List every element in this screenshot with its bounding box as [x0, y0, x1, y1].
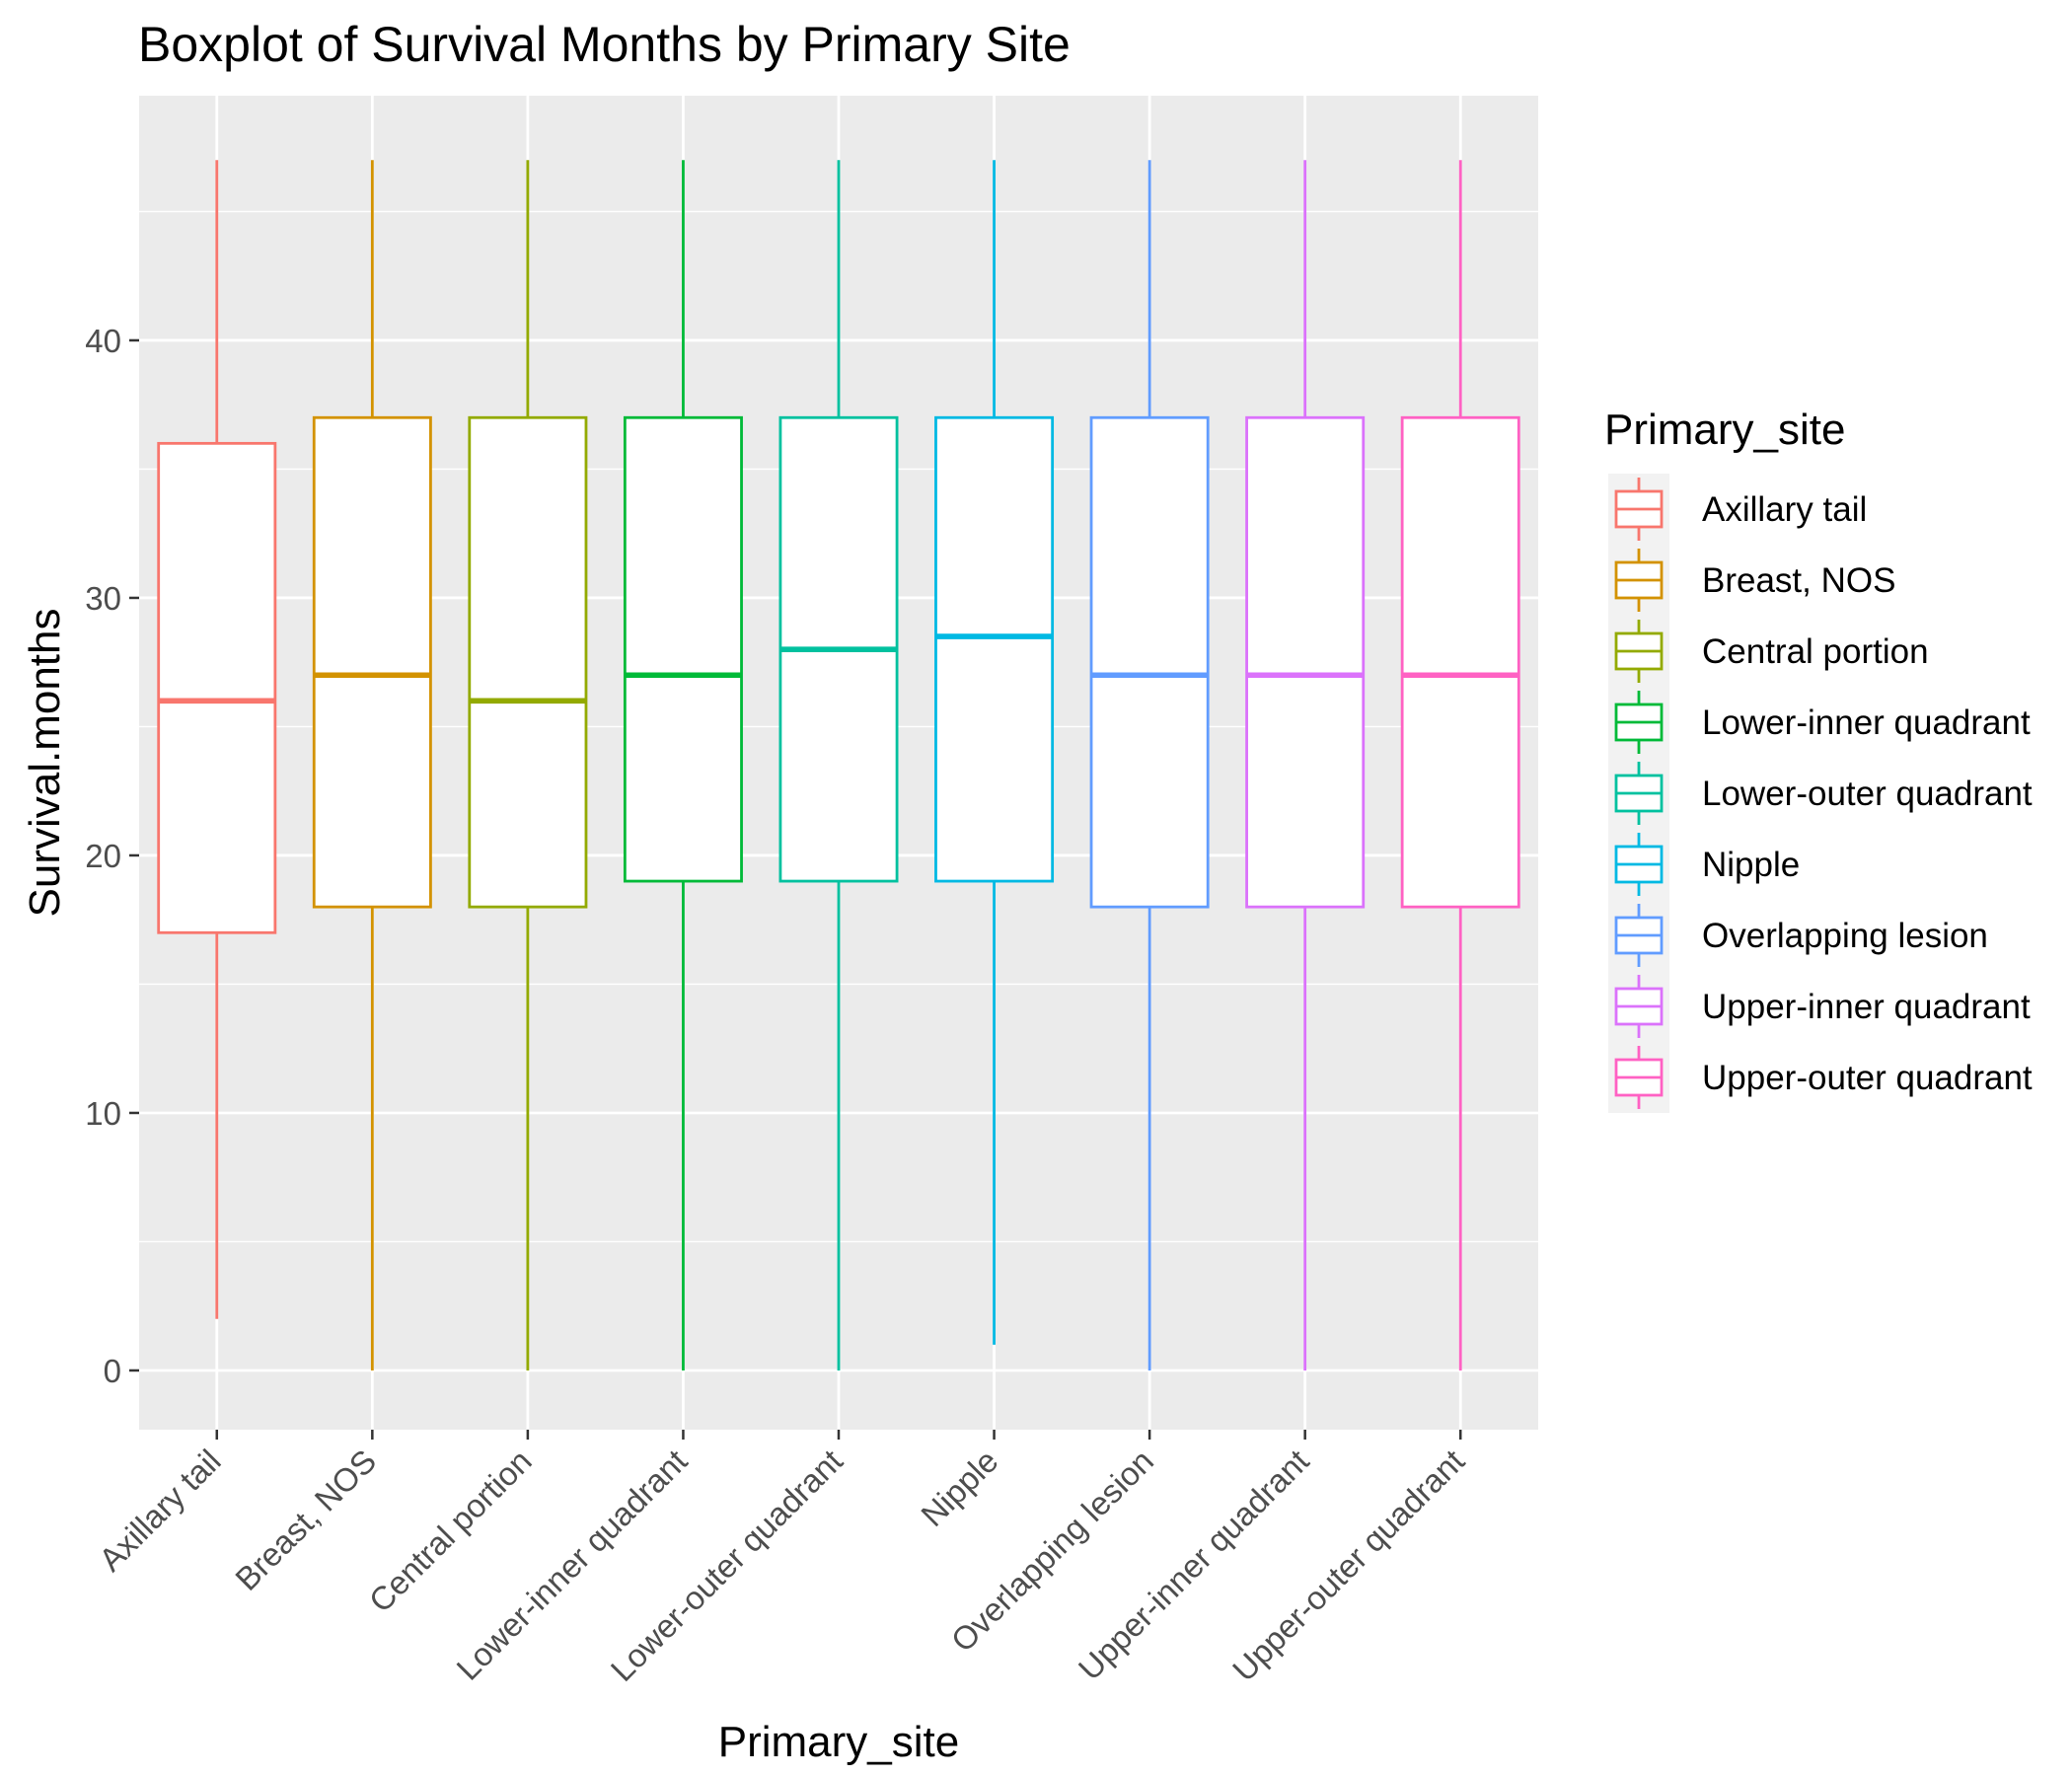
- legend-label: Axillary tail: [1702, 490, 1867, 529]
- legend-title: Primary_site: [1604, 406, 1846, 454]
- legend-item-1: Axillary tail: [1608, 474, 1867, 545]
- legend-label: Breast, NOS: [1702, 561, 1895, 600]
- legend: Primary_site Axillary tail Breast, NOS Cen…: [1604, 406, 2033, 1113]
- iqr-box: [1400, 415, 1520, 909]
- box-4: [623, 160, 743, 1370]
- y-tick-label: 0: [104, 1353, 121, 1389]
- iqr-box: [312, 415, 432, 909]
- legend-item-7: Overlapping lesion: [1608, 900, 1988, 971]
- x-tick-label: Breast, NOS: [228, 1443, 383, 1597]
- box-6: [934, 160, 1055, 1345]
- x-tick-label: Axillary tail: [92, 1443, 228, 1579]
- legend-label: Overlapping lesion: [1702, 917, 1988, 955]
- x-tick-label: Nipple: [914, 1443, 1004, 1533]
- box-8: [1245, 160, 1366, 1370]
- box-2: [312, 160, 432, 1370]
- box-1: [157, 160, 277, 1319]
- legend-item-2: Breast, NOS: [1608, 545, 1895, 616]
- legend-label: Lower-outer quadrant: [1702, 775, 2033, 813]
- box-3: [468, 160, 588, 1370]
- iqr-box: [157, 441, 277, 934]
- legend-item-4: Lower-inner quadrant: [1608, 687, 2031, 758]
- legend-item-8: Upper-inner quadrant: [1608, 971, 2031, 1042]
- legend-item-5: Lower-outer quadrant: [1608, 758, 2033, 829]
- y-tick-label: 20: [85, 838, 121, 874]
- x-tick-label: Central portion: [362, 1443, 539, 1619]
- iqr-box: [468, 415, 588, 909]
- box-7: [1089, 160, 1210, 1370]
- legend-item-3: Central portion: [1608, 616, 1929, 687]
- box-9: [1400, 160, 1520, 1370]
- legend-item-6: Nipple: [1608, 829, 1800, 900]
- legend-label: Lower-inner quadrant: [1702, 703, 2031, 742]
- legend-item-9: Upper-outer quadrant: [1608, 1042, 2033, 1113]
- legend-label: Nipple: [1702, 846, 1800, 884]
- chart-title: Boxplot of Survival Months by Primary Si…: [138, 17, 1071, 72]
- y-tick-label: 10: [85, 1095, 121, 1132]
- legend-label: Upper-outer quadrant: [1702, 1059, 2033, 1097]
- iqr-box: [934, 415, 1055, 883]
- y-axis: 0 10 20 30 40: [85, 323, 139, 1389]
- y-tick-label: 30: [85, 580, 121, 617]
- y-axis-title: Survival.months: [21, 608, 69, 917]
- iqr-box: [623, 415, 743, 883]
- legend-label: Upper-inner quadrant: [1702, 988, 2031, 1026]
- iqr-box: [1245, 415, 1366, 909]
- iqr-box: [1089, 415, 1210, 909]
- legend-label: Central portion: [1702, 632, 1929, 671]
- x-axis-title: Primary_site: [718, 1718, 960, 1766]
- box-5: [778, 160, 899, 1370]
- box-series: [157, 160, 1520, 1370]
- y-tick-label: 40: [85, 323, 121, 359]
